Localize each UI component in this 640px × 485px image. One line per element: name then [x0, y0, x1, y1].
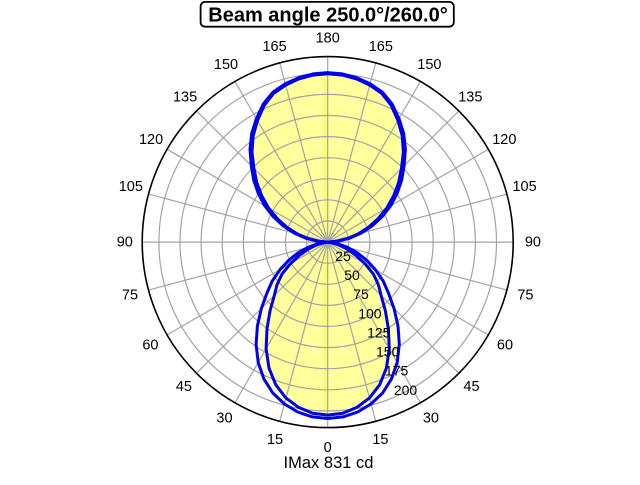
svg-text:45: 45	[463, 379, 479, 395]
svg-text:105: 105	[512, 179, 536, 195]
svg-text:135: 135	[173, 90, 197, 106]
svg-text:75: 75	[353, 286, 369, 302]
svg-text:75: 75	[517, 287, 533, 303]
svg-text:15: 15	[267, 432, 283, 448]
svg-text:25: 25	[335, 248, 351, 264]
svg-text:50: 50	[344, 267, 360, 283]
svg-text:125: 125	[367, 324, 391, 340]
svg-text:15: 15	[372, 432, 388, 448]
svg-text:165: 165	[369, 39, 393, 55]
svg-text:100: 100	[358, 305, 382, 321]
svg-text:60: 60	[497, 338, 513, 354]
svg-text:90: 90	[117, 235, 133, 251]
svg-text:60: 60	[142, 338, 158, 354]
svg-text:Beam angle 250.0°/260.0°: Beam angle 250.0°/260.0°	[208, 4, 447, 26]
svg-text:135: 135	[458, 90, 482, 106]
svg-text:200: 200	[394, 382, 418, 398]
svg-text:30: 30	[216, 410, 232, 426]
svg-text:45: 45	[176, 379, 192, 395]
svg-text:150: 150	[214, 57, 238, 73]
svg-text:IMax 831 cd: IMax 831 cd	[284, 454, 374, 472]
svg-text:105: 105	[119, 179, 143, 195]
svg-text:120: 120	[139, 132, 163, 148]
svg-text:0: 0	[324, 440, 332, 456]
svg-text:150: 150	[376, 344, 400, 360]
svg-text:175: 175	[385, 363, 409, 379]
svg-text:120: 120	[492, 132, 516, 148]
svg-text:165: 165	[262, 39, 286, 55]
svg-text:150: 150	[417, 57, 441, 73]
svg-text:180: 180	[316, 30, 340, 46]
svg-text:30: 30	[423, 410, 439, 426]
svg-text:75: 75	[122, 287, 138, 303]
svg-text:90: 90	[525, 235, 541, 251]
